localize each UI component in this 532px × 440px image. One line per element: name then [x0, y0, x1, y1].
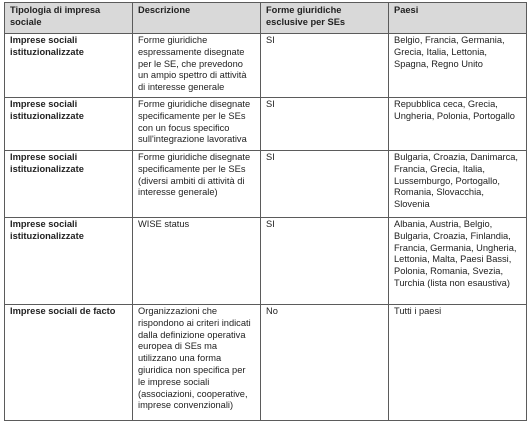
cell-countries: Tutti i paesi: [388, 304, 527, 421]
cell-description: WISE status: [132, 217, 261, 305]
social-enterprise-table: Tipologia di impresa sociale Descrizione…: [4, 2, 527, 421]
cell-exclusive: SI: [260, 33, 389, 98]
cell-exclusive: SI: [260, 150, 389, 218]
header-type: Tipologia di impresa sociale: [4, 2, 133, 34]
header-description: Descrizione: [132, 2, 261, 34]
cell-description: Forme giuridiche disegnate specificament…: [132, 97, 261, 151]
table-row: Imprese sociali istituzionalizzate WISE …: [4, 217, 527, 305]
cell-description: Forme giuridiche espressamente disegnate…: [132, 33, 261, 98]
cell-type: Imprese sociali istituzionalizzate: [4, 97, 133, 151]
cell-countries: Repubblica ceca, Grecia, Ungheria, Polon…: [388, 97, 527, 151]
cell-description: Organizzazioni che rispondono ai criteri…: [132, 304, 261, 421]
cell-exclusive: SI: [260, 97, 389, 151]
cell-type: Imprese sociali istituzionalizzate: [4, 33, 133, 98]
table-row: Imprese sociali istituzionalizzate Forme…: [4, 97, 527, 151]
cell-countries: Belgio, Francia, Germania, Grecia, Itali…: [388, 33, 527, 98]
cell-countries: Albania, Austria, Belgio, Bulgaria, Croa…: [388, 217, 527, 305]
header-countries: Paesi: [388, 2, 527, 34]
table-header-row: Tipologia di impresa sociale Descrizione…: [4, 2, 527, 34]
cell-type: Imprese sociali istituzionalizzate: [4, 217, 133, 305]
cell-type: Imprese sociali de facto: [4, 304, 133, 421]
cell-description: Forme giuridiche disegnate specificament…: [132, 150, 261, 218]
table-row: Imprese sociali istituzionalizzate Forme…: [4, 150, 527, 218]
cell-type: Imprese sociali istituzionalizzate: [4, 150, 133, 218]
social-enterprise-table-container: Tipologia di impresa sociale Descrizione…: [4, 2, 527, 421]
table-row: Imprese sociali de facto Organizzazioni …: [4, 304, 527, 421]
header-exclusive-legal-forms: Forme giuridiche esclusive per SEs: [260, 2, 389, 34]
table-row: Imprese sociali istituzionalizzate Forme…: [4, 33, 527, 98]
cell-exclusive: No: [260, 304, 389, 421]
cell-countries: Bulgaria, Croazia, Danimarca, Francia, G…: [388, 150, 527, 218]
cell-exclusive: SI: [260, 217, 389, 305]
